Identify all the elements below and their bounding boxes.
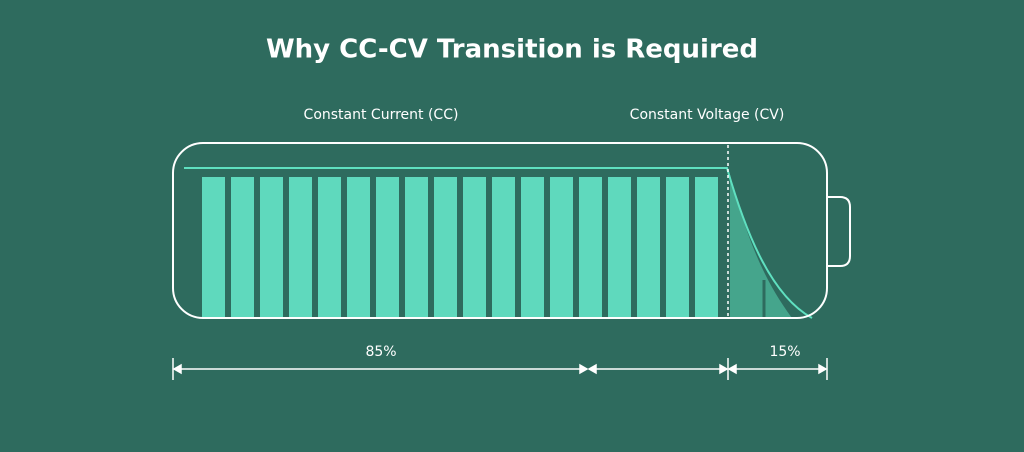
cc-bar (608, 177, 631, 318)
title: Why CC-CV Transition is Required (266, 35, 758, 65)
cc-bar (202, 177, 225, 318)
cc-bar (637, 177, 660, 318)
cc-bar (289, 177, 312, 318)
cc-bar (463, 177, 486, 318)
cc-bar (318, 177, 341, 318)
cc-bar (521, 177, 544, 318)
cv-span-label: 15% (769, 344, 800, 360)
cc-span-label: 85% (365, 344, 396, 360)
cc-label: Constant Current (CC) (304, 107, 459, 123)
span-arrows (172, 358, 828, 380)
cc-bar (434, 177, 457, 318)
cc-bar (666, 177, 689, 318)
cc-bars (202, 177, 718, 318)
cc-bar (550, 177, 573, 318)
battery-terminal (827, 196, 851, 267)
current-curve (184, 167, 813, 319)
cc-bar (405, 177, 428, 318)
cc-bar (376, 177, 399, 318)
cc-bar (579, 177, 602, 318)
battery-outline (172, 142, 828, 319)
cv-fill (730, 175, 792, 318)
cc-bar (695, 177, 718, 318)
cc-bar (492, 177, 515, 318)
cc-bar (231, 177, 254, 318)
cc-bar (260, 177, 283, 318)
cc-bar (347, 177, 370, 318)
cv-label: Constant Voltage (CV) (630, 107, 785, 123)
